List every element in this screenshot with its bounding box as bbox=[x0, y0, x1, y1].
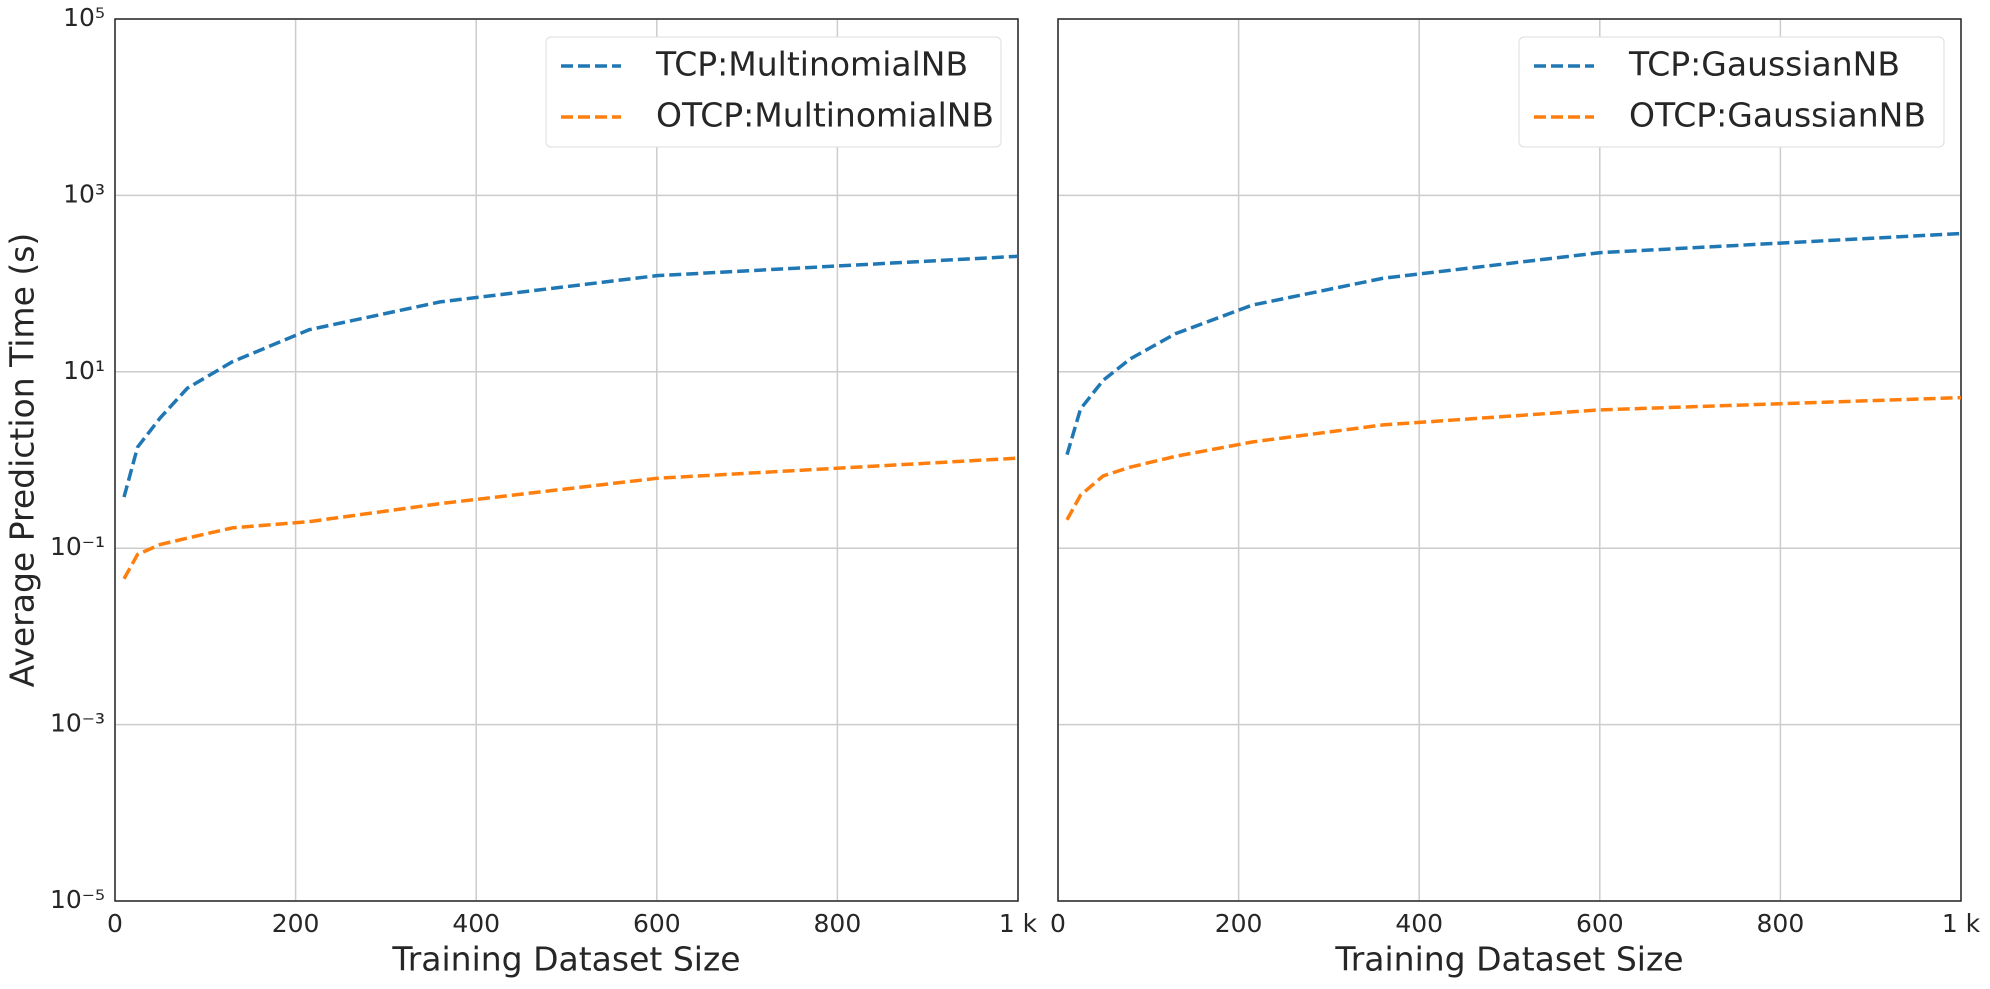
y-axis-label: Average Prediction Time (s) bbox=[3, 233, 42, 688]
y-tick-label: 10⁻³ bbox=[50, 709, 105, 738]
x-tick-label: 200 bbox=[1215, 909, 1263, 938]
x-tick-label: 400 bbox=[1395, 909, 1443, 938]
x-tick-label: 200 bbox=[272, 909, 320, 938]
y-tick-label: 10⁵ bbox=[63, 3, 105, 32]
x-tick-label: 600 bbox=[1576, 909, 1624, 938]
x-tick-label: 800 bbox=[1757, 909, 1805, 938]
x-tick-label: 600 bbox=[633, 909, 681, 938]
x-tick-label: 0 bbox=[107, 909, 123, 938]
legend-label: OTCP:MultinomialNB bbox=[656, 96, 994, 135]
legend-label: TCP:MultinomialNB bbox=[655, 45, 968, 84]
x-tick-label: 1 k bbox=[1942, 909, 1981, 938]
series-line bbox=[122, 456, 1019, 580]
x-tick-label: 0 bbox=[1050, 909, 1066, 938]
x-axis-label: Training Dataset Size bbox=[1334, 940, 1683, 979]
plot-frame bbox=[1057, 18, 1962, 902]
legend-box bbox=[1518, 36, 1945, 148]
y-tick-label: 10³ bbox=[63, 179, 105, 208]
series-line bbox=[1065, 395, 1962, 521]
series-line bbox=[122, 254, 1019, 498]
plot-frame bbox=[114, 18, 1019, 902]
y-tick-label: 10¹ bbox=[63, 356, 105, 385]
x-axis-label: Training Dataset Size bbox=[391, 940, 740, 979]
y-tick-label: 10⁻¹ bbox=[50, 532, 105, 561]
legend-label: TCP:GaussianNB bbox=[1628, 45, 1900, 84]
legend-label: OTCP:GaussianNB bbox=[1629, 96, 1926, 135]
legend-box bbox=[545, 36, 1002, 148]
x-tick-label: 1 k bbox=[999, 909, 1038, 938]
series-line bbox=[1065, 231, 1962, 456]
y-tick-label: 10⁻⁵ bbox=[50, 885, 105, 914]
x-tick-label: 800 bbox=[814, 909, 862, 938]
x-tick-label: 400 bbox=[452, 909, 500, 938]
